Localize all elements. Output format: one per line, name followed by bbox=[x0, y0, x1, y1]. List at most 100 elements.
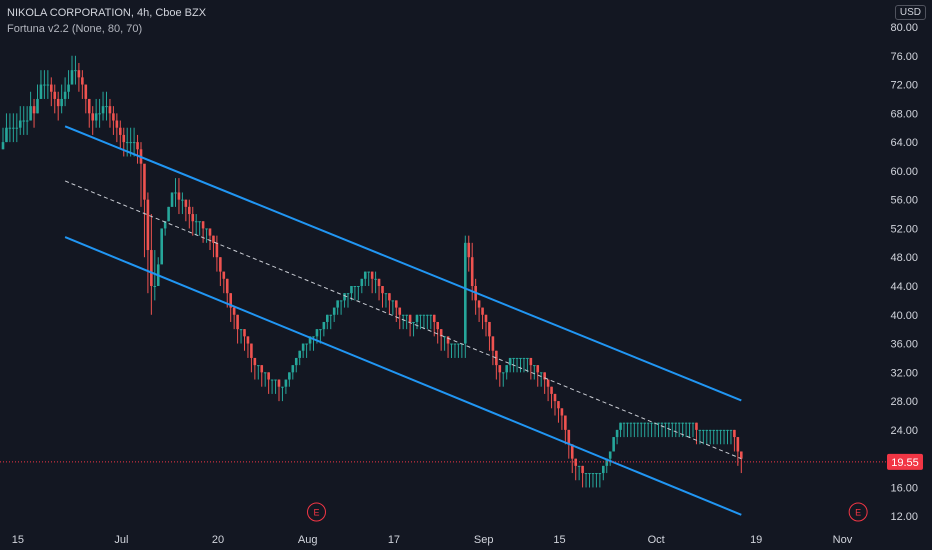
candle-body bbox=[74, 70, 77, 72]
candle bbox=[5, 113, 8, 143]
candle bbox=[691, 422, 695, 438]
currency-badge[interactable]: USD bbox=[894, 5, 926, 20]
candle bbox=[522, 357, 526, 373]
candle-body bbox=[733, 429, 736, 438]
x-tick-label: 20 bbox=[212, 534, 224, 546]
y-tick-label: 64.00 bbox=[890, 137, 918, 149]
candle bbox=[281, 386, 284, 402]
candle bbox=[129, 127, 132, 157]
earnings-event-marker[interactable]: E bbox=[848, 502, 868, 522]
candle bbox=[350, 285, 353, 301]
time-axis[interactable]: 15 Jul 20 Aug 17 Sep 15 Oct 19 Nov bbox=[12, 534, 853, 546]
candle-body bbox=[319, 329, 322, 331]
event-circle bbox=[848, 502, 868, 522]
candle bbox=[143, 163, 146, 258]
candle bbox=[229, 293, 232, 322]
candle-body bbox=[136, 142, 139, 150]
candle bbox=[436, 321, 439, 344]
candle-body bbox=[574, 458, 577, 466]
x-tick-label: Oct bbox=[648, 534, 665, 546]
candle-body bbox=[29, 106, 32, 121]
candle bbox=[488, 321, 491, 351]
event-label: E bbox=[313, 508, 319, 518]
y-tick-label: 56.00 bbox=[890, 195, 918, 207]
candle bbox=[608, 451, 612, 466]
candle-body bbox=[646, 422, 650, 424]
candle-body bbox=[419, 314, 422, 316]
candle bbox=[501, 372, 505, 387]
x-tick-label: 15 bbox=[553, 534, 565, 546]
price-axis[interactable]: 80.00 76.00 72.00 68.00 64.00 60.00 56.00 52.00… bbox=[890, 22, 918, 523]
candle bbox=[191, 206, 195, 236]
indicator-title[interactable]: Fortuna v2.2 (None, 80, 70) bbox=[7, 23, 143, 35]
candle-body bbox=[81, 77, 84, 85]
candle bbox=[53, 84, 57, 114]
channel-lower-line[interactable] bbox=[64, 236, 742, 516]
candle-body bbox=[274, 379, 277, 381]
candles-layer bbox=[1, 55, 743, 488]
candle-body bbox=[229, 293, 232, 308]
candle bbox=[726, 429, 729, 445]
candle-body bbox=[56, 98, 60, 107]
candle-body bbox=[363, 271, 367, 279]
candle-body bbox=[232, 307, 236, 315]
candle bbox=[94, 98, 98, 128]
candle bbox=[729, 429, 733, 445]
channel-upper-line[interactable] bbox=[64, 125, 742, 402]
candle-body bbox=[729, 429, 733, 431]
candle-body bbox=[346, 293, 350, 295]
channel-mid-line[interactable] bbox=[64, 180, 742, 460]
candle-body bbox=[481, 307, 484, 315]
candle-body bbox=[591, 473, 595, 475]
candle bbox=[702, 429, 705, 445]
candle bbox=[570, 444, 574, 474]
candle bbox=[1, 127, 5, 150]
candle-body bbox=[398, 307, 402, 315]
candle bbox=[174, 178, 177, 207]
candle bbox=[405, 314, 408, 330]
candle bbox=[736, 437, 740, 466]
y-tick-label: 40.00 bbox=[890, 310, 918, 322]
candle bbox=[560, 408, 564, 430]
last-price-value: 19.55 bbox=[891, 457, 919, 469]
candle bbox=[253, 357, 257, 380]
candle-body bbox=[25, 120, 29, 122]
candle bbox=[426, 314, 429, 330]
candle-body bbox=[436, 321, 439, 330]
candle-body bbox=[629, 422, 633, 424]
last-price-tag-box bbox=[887, 453, 923, 470]
candle-body bbox=[191, 214, 195, 222]
candle bbox=[367, 271, 370, 286]
candle-body bbox=[584, 473, 588, 475]
candle-body bbox=[125, 142, 129, 144]
earnings-event-marker[interactable]: E bbox=[307, 502, 326, 522]
candle-body bbox=[429, 314, 433, 316]
x-tick-label: 19 bbox=[750, 534, 762, 546]
candle bbox=[498, 365, 502, 387]
candle-body bbox=[360, 278, 364, 286]
candle bbox=[508, 357, 512, 373]
candle-body bbox=[526, 357, 529, 359]
candle-body bbox=[163, 221, 167, 229]
candle bbox=[336, 300, 339, 315]
candle bbox=[484, 314, 488, 337]
candle bbox=[46, 70, 50, 99]
candle-body bbox=[339, 300, 343, 302]
candle bbox=[208, 228, 212, 251]
candle-body bbox=[357, 285, 360, 287]
candle bbox=[181, 192, 184, 215]
candle bbox=[584, 473, 588, 488]
candle-body bbox=[705, 429, 709, 431]
candle bbox=[419, 314, 422, 330]
candle bbox=[660, 422, 664, 438]
candle-body bbox=[381, 285, 384, 294]
candle-body bbox=[291, 365, 295, 373]
candle bbox=[274, 379, 277, 394]
candle-body bbox=[443, 336, 446, 338]
candle-body bbox=[557, 401, 560, 409]
candle-body bbox=[91, 113, 94, 121]
candle bbox=[370, 271, 374, 294]
symbol-title[interactable]: NIKOLA CORPORATION, 4h, Cboe BZX bbox=[7, 7, 207, 19]
candle bbox=[326, 314, 329, 330]
